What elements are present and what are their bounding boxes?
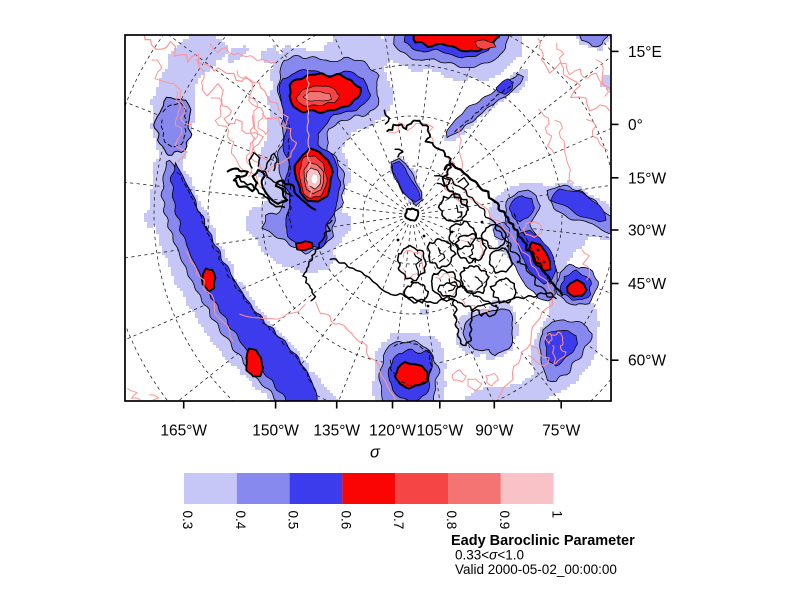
svg-text:0.9: 0.9 (497, 511, 512, 530)
svg-text:0.7: 0.7 (391, 511, 406, 530)
svg-text:15°W: 15°W (628, 170, 666, 187)
svg-text:105°W: 105°W (416, 423, 463, 440)
svg-text:45°W: 45°W (628, 276, 666, 293)
svg-text:0°: 0° (628, 117, 643, 134)
svg-text:Valid 2000-05-02_00:00:00: Valid 2000-05-02_00:00:00 (455, 562, 617, 577)
svg-text:σ: σ (370, 444, 381, 462)
svg-text:165°W: 165°W (160, 423, 207, 440)
svg-text:0.6: 0.6 (338, 511, 353, 530)
svg-text:30°W: 30°W (628, 223, 666, 240)
svg-text:135°W: 135°W (313, 423, 360, 440)
svg-text:0.33<σ<1.0: 0.33<σ<1.0 (455, 548, 524, 563)
svg-text:1: 1 (550, 511, 565, 519)
svg-text:Eady Baroclinic Parameter: Eady Baroclinic Parameter (451, 533, 635, 549)
svg-text:0.4: 0.4 (233, 511, 248, 530)
svg-text:0.8: 0.8 (444, 511, 459, 530)
svg-text:60°W: 60°W (628, 353, 666, 370)
svg-text:0.5: 0.5 (286, 511, 301, 530)
svg-text:90°W: 90°W (475, 423, 513, 440)
svg-text:120°W: 120°W (369, 423, 416, 440)
svg-text:75°W: 75°W (542, 423, 580, 440)
svg-text:150°W: 150°W (252, 423, 299, 440)
svg-text:15°E: 15°E (628, 44, 662, 61)
svg-text:0.3: 0.3 (180, 511, 195, 530)
